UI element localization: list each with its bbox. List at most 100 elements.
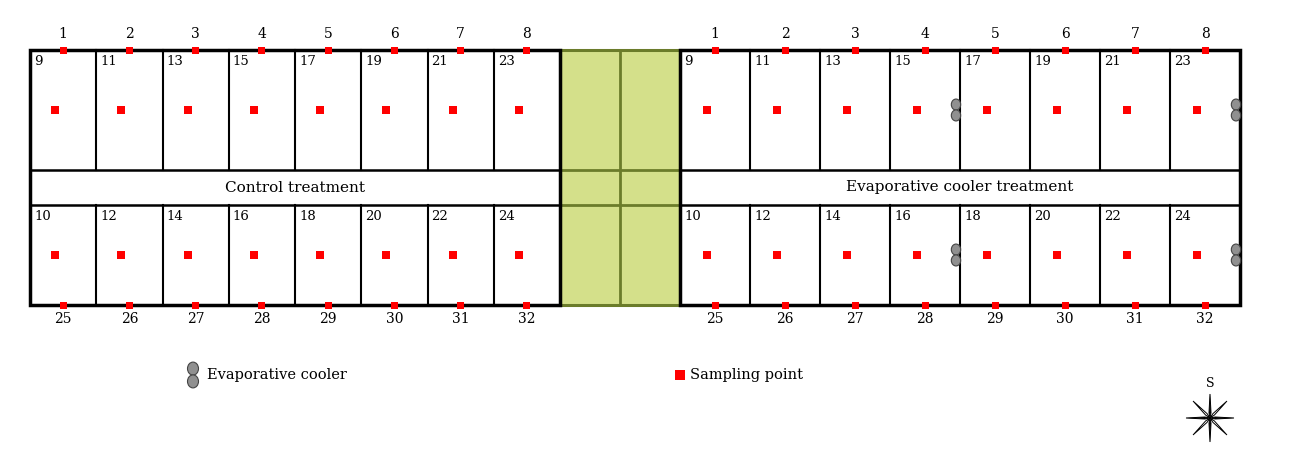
Bar bbox=[1131, 302, 1139, 309]
Bar bbox=[457, 47, 464, 54]
Text: 4: 4 bbox=[921, 27, 929, 41]
Bar bbox=[449, 251, 457, 259]
Text: 15: 15 bbox=[894, 55, 911, 68]
Bar bbox=[712, 302, 719, 309]
Text: 31: 31 bbox=[1126, 312, 1144, 326]
Text: 16: 16 bbox=[232, 210, 250, 223]
Text: 2: 2 bbox=[125, 27, 134, 41]
Bar bbox=[382, 106, 391, 114]
Text: Sampling point: Sampling point bbox=[690, 368, 802, 382]
Bar bbox=[675, 370, 685, 380]
Ellipse shape bbox=[187, 375, 199, 388]
Bar bbox=[992, 302, 998, 309]
PathPatch shape bbox=[1193, 401, 1210, 418]
Text: 23: 23 bbox=[498, 55, 515, 68]
Bar bbox=[1122, 251, 1130, 259]
PathPatch shape bbox=[1209, 394, 1211, 418]
Text: 5: 5 bbox=[324, 27, 333, 41]
Bar bbox=[912, 106, 921, 114]
Text: Evaporative cooler treatment: Evaporative cooler treatment bbox=[846, 181, 1073, 195]
Bar bbox=[680, 50, 1240, 305]
Bar bbox=[258, 47, 266, 54]
Ellipse shape bbox=[951, 110, 961, 121]
Text: 31: 31 bbox=[451, 312, 470, 326]
Text: S: S bbox=[1206, 377, 1214, 390]
Text: 9: 9 bbox=[34, 55, 43, 68]
Ellipse shape bbox=[951, 99, 961, 110]
Text: 28: 28 bbox=[916, 312, 934, 326]
Bar bbox=[842, 106, 850, 114]
Bar bbox=[782, 47, 788, 54]
Bar bbox=[773, 251, 780, 259]
Ellipse shape bbox=[1232, 99, 1241, 110]
Ellipse shape bbox=[187, 362, 199, 375]
Bar bbox=[457, 302, 464, 309]
Bar bbox=[391, 47, 397, 54]
Text: 24: 24 bbox=[1174, 210, 1191, 223]
Bar bbox=[1201, 47, 1209, 54]
Text: 18: 18 bbox=[964, 210, 980, 223]
Ellipse shape bbox=[1232, 244, 1241, 255]
Text: 20: 20 bbox=[1035, 210, 1051, 223]
Text: 29: 29 bbox=[320, 312, 337, 326]
Bar bbox=[524, 47, 530, 54]
Text: 27: 27 bbox=[187, 312, 204, 326]
Bar bbox=[515, 106, 522, 114]
Text: 2: 2 bbox=[780, 27, 789, 41]
Bar bbox=[983, 106, 991, 114]
Text: 32: 32 bbox=[519, 312, 535, 326]
Text: 27: 27 bbox=[846, 312, 864, 326]
Text: 14: 14 bbox=[166, 210, 183, 223]
Text: 32: 32 bbox=[1196, 312, 1214, 326]
Text: 7: 7 bbox=[1130, 27, 1139, 41]
Text: 23: 23 bbox=[1174, 55, 1191, 68]
Text: 8: 8 bbox=[522, 27, 531, 41]
Bar bbox=[782, 302, 788, 309]
Bar bbox=[126, 302, 133, 309]
Bar bbox=[391, 302, 397, 309]
Bar bbox=[851, 47, 859, 54]
Bar bbox=[59, 47, 67, 54]
Bar bbox=[703, 251, 711, 259]
Text: 25: 25 bbox=[706, 312, 724, 326]
Text: 1: 1 bbox=[711, 27, 720, 41]
Bar bbox=[1192, 106, 1201, 114]
Bar bbox=[192, 47, 199, 54]
Text: 11: 11 bbox=[753, 55, 770, 68]
Bar bbox=[983, 251, 991, 259]
Text: 6: 6 bbox=[390, 27, 399, 41]
Bar bbox=[1053, 106, 1060, 114]
Text: 26: 26 bbox=[777, 312, 793, 326]
Bar bbox=[921, 47, 929, 54]
Text: 14: 14 bbox=[824, 210, 841, 223]
Text: 11: 11 bbox=[101, 55, 117, 68]
Text: 4: 4 bbox=[258, 27, 266, 41]
Bar bbox=[325, 302, 332, 309]
Text: 12: 12 bbox=[753, 210, 770, 223]
Bar bbox=[851, 302, 859, 309]
Bar bbox=[773, 106, 780, 114]
Text: 19: 19 bbox=[365, 55, 382, 68]
Text: 8: 8 bbox=[1201, 27, 1210, 41]
Ellipse shape bbox=[951, 255, 961, 266]
Text: 15: 15 bbox=[232, 55, 249, 68]
Text: 17: 17 bbox=[964, 55, 980, 68]
Bar bbox=[842, 251, 850, 259]
PathPatch shape bbox=[1209, 418, 1211, 442]
Text: 21: 21 bbox=[1104, 55, 1121, 68]
Text: Control treatment: Control treatment bbox=[224, 181, 365, 195]
Bar bbox=[117, 106, 125, 114]
Text: 3: 3 bbox=[191, 27, 200, 41]
Bar bbox=[250, 251, 258, 259]
Bar bbox=[183, 251, 192, 259]
Bar bbox=[1122, 106, 1130, 114]
Bar bbox=[1201, 302, 1209, 309]
Bar bbox=[59, 302, 67, 309]
Bar bbox=[325, 47, 332, 54]
Text: 16: 16 bbox=[894, 210, 911, 223]
Text: 13: 13 bbox=[166, 55, 183, 68]
Text: 20: 20 bbox=[365, 210, 382, 223]
Text: 25: 25 bbox=[54, 312, 72, 326]
Text: 24: 24 bbox=[498, 210, 515, 223]
Text: 10: 10 bbox=[684, 210, 700, 223]
